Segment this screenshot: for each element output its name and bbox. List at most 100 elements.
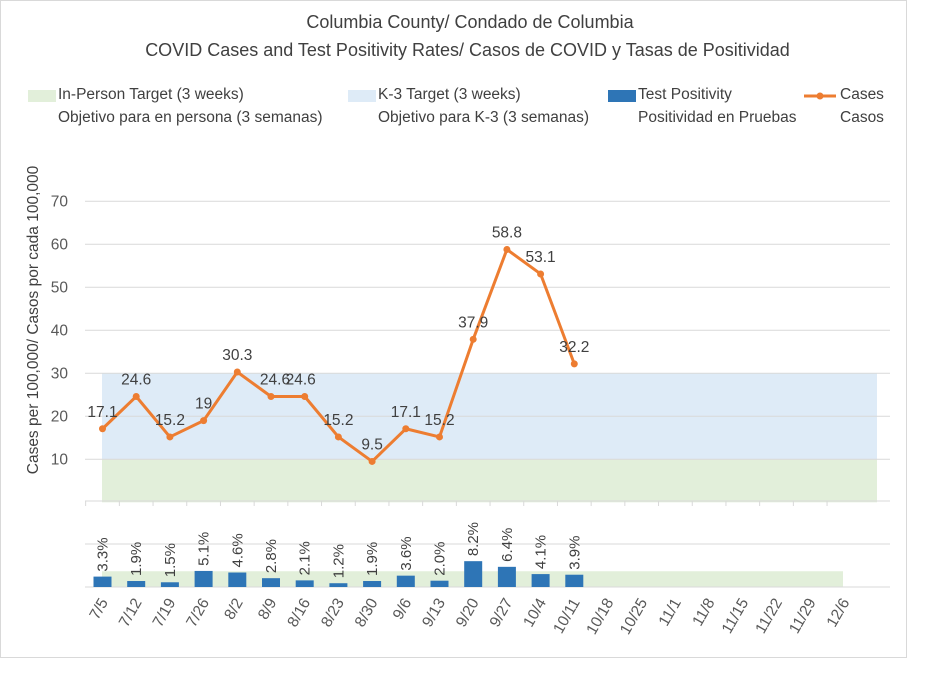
legend-positivity: Test Positivity bbox=[638, 86, 732, 103]
x-tick-label: 7/19 bbox=[150, 596, 180, 631]
cases-data-label: 37.9 bbox=[458, 314, 488, 331]
legend-cases-es: Casos bbox=[840, 109, 884, 126]
positivity-data-label: 8.2% bbox=[465, 522, 482, 556]
positivity-data-label: 5.1% bbox=[196, 532, 213, 566]
legend-swatch-positivity bbox=[608, 90, 636, 102]
positivity-bar bbox=[363, 581, 382, 587]
cases-data-label: 9.5 bbox=[361, 436, 383, 453]
x-tick-label: 11/29 bbox=[786, 596, 820, 637]
legend-k3-es: Objetivo para K-3 (3 semanas) bbox=[378, 109, 590, 126]
positivity-data-label: 4.1% bbox=[533, 535, 550, 569]
positivity-bar bbox=[93, 576, 112, 587]
positivity-data-label: 1.5% bbox=[162, 543, 179, 577]
positivity-bar bbox=[329, 583, 348, 587]
x-tick-label: 7/26 bbox=[183, 596, 213, 631]
y-tick-label: 60 bbox=[51, 236, 69, 253]
legend-in-person: In-Person Target (3 weeks) bbox=[58, 86, 244, 103]
cases-point bbox=[436, 433, 443, 441]
chart-title: Columbia County/ Condado de Columbia bbox=[306, 12, 634, 32]
x-tick-label: 8/30 bbox=[352, 595, 382, 630]
cases-data-label: 32.2 bbox=[559, 339, 589, 356]
y-tick-label: 40 bbox=[51, 322, 69, 339]
y-tick-label: 70 bbox=[51, 193, 69, 210]
x-tick-label: 8/23 bbox=[318, 596, 348, 631]
x-tick-label: 10/18 bbox=[583, 596, 617, 638]
x-tick-label: 7/12 bbox=[116, 596, 146, 631]
cases-data-label: 58.8 bbox=[492, 224, 522, 241]
x-tick-label: 11/1 bbox=[656, 596, 685, 630]
x-tick-label: 10/11 bbox=[550, 596, 584, 637]
cases-data-label: 15.2 bbox=[323, 412, 353, 429]
cases-point bbox=[334, 433, 342, 441]
cases-point bbox=[166, 433, 174, 441]
x-tick-label: 8/16 bbox=[284, 596, 314, 631]
cases-data-label: 24.6 bbox=[260, 372, 290, 389]
cases-data-label: 15.2 bbox=[424, 412, 454, 429]
cases-point bbox=[503, 245, 511, 253]
cases-data-label: 24.6 bbox=[121, 372, 151, 389]
x-tick-label: 9/13 bbox=[419, 596, 449, 631]
positivity-bar bbox=[464, 561, 483, 587]
cases-point bbox=[99, 425, 106, 433]
positivity-bar bbox=[531, 574, 550, 587]
legend-swatch-in-person bbox=[28, 90, 56, 102]
cases-point bbox=[301, 393, 309, 401]
cases-point bbox=[132, 393, 140, 401]
y-tick-label: 50 bbox=[51, 279, 69, 296]
cases-point bbox=[570, 360, 578, 368]
positivity-bar bbox=[127, 581, 146, 587]
x-tick-label: 10/4 bbox=[520, 595, 550, 630]
y-tick-label: 10 bbox=[51, 451, 69, 468]
positivity-data-label: 2.1% bbox=[297, 541, 314, 575]
y-axis-label: Cases per 100,000/ Casos por cada 100,00… bbox=[25, 165, 42, 474]
x-tick-label: 12/6 bbox=[824, 596, 854, 631]
positivity-data-label: 1.9% bbox=[128, 542, 145, 576]
cases-point bbox=[267, 393, 275, 401]
cases-point bbox=[368, 457, 376, 465]
positivity-data-label: 4.6% bbox=[229, 533, 246, 567]
in-person-target-band bbox=[102, 459, 877, 503]
positivity-data-label: 2.8% bbox=[263, 539, 280, 573]
y-tick-label: 30 bbox=[51, 365, 69, 382]
legend-swatch-k3 bbox=[348, 90, 376, 102]
cases-data-label: 15.2 bbox=[155, 412, 185, 429]
chart-frame bbox=[0, 0, 907, 658]
cases-data-label: 53.1 bbox=[526, 249, 556, 266]
positivity-data-label: 3.9% bbox=[566, 536, 583, 570]
positivity-bar bbox=[228, 572, 247, 587]
cases-point bbox=[469, 335, 477, 343]
x-tick-label: 8/9 bbox=[255, 596, 281, 623]
x-tick-label: 9/20 bbox=[453, 595, 483, 630]
positivity-data-label: 2.0% bbox=[432, 541, 449, 575]
cases-point bbox=[537, 270, 545, 278]
positivity-data-label: 3.6% bbox=[398, 536, 415, 570]
positivity-bar bbox=[295, 580, 314, 587]
positivity-data-label: 1.2% bbox=[330, 544, 347, 578]
cases-data-label: 17.1 bbox=[87, 404, 117, 421]
x-tick-label: 11/8 bbox=[689, 596, 718, 630]
cases-data-label: 17.1 bbox=[391, 404, 421, 421]
x-tick-label: 9/6 bbox=[390, 596, 416, 623]
positivity-bar bbox=[396, 575, 415, 587]
chart-subtitle: COVID Cases and Test Positivity Rates/ C… bbox=[145, 40, 790, 60]
positivity-bar bbox=[262, 578, 280, 587]
positivity-bar bbox=[430, 580, 449, 587]
cases-point bbox=[233, 368, 241, 376]
legend-positivity-es: Positividad en Pruebas bbox=[638, 109, 797, 126]
x-tick-label: 11/22 bbox=[752, 596, 786, 637]
x-tick-label: 11/15 bbox=[719, 596, 753, 637]
positivity-bar bbox=[194, 570, 213, 587]
legend-k3: K-3 Target (3 weeks) bbox=[378, 86, 521, 103]
x-tick-label: 9/27 bbox=[487, 596, 517, 631]
legend-cases: Cases bbox=[840, 86, 884, 103]
positivity-bar bbox=[565, 574, 584, 587]
positivity-data-label: 1.9% bbox=[364, 542, 381, 576]
x-tick-label: 7/5 bbox=[86, 596, 112, 623]
cases-data-label: 19 bbox=[195, 396, 212, 413]
positivity-data-label: 3.3% bbox=[95, 537, 112, 571]
y-tick-label: 20 bbox=[51, 408, 69, 425]
positivity-data-label: 6.4% bbox=[499, 528, 516, 562]
positivity-bar bbox=[160, 582, 179, 587]
legend-in-person-es: Objetivo para en persona (3 semanas) bbox=[58, 109, 323, 126]
